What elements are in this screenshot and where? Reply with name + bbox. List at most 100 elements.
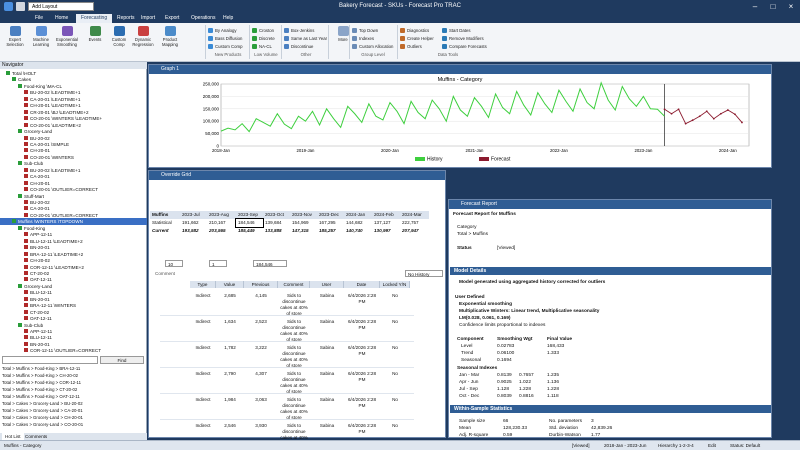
summary-cell[interactable]: 133,888 [265, 228, 282, 233]
tree-item[interactable]: BU-20-02 \LEADTIME+1 [0, 167, 147, 174]
other-method-0[interactable]: Box-Jenkins [284, 27, 314, 34]
value-input[interactable]: 184,546 [253, 260, 287, 267]
tree-item[interactable]: Sub-Club [0, 322, 147, 329]
hit-list-item[interactable]: Total > Cakes > Grocery-Land > CH-20-01 [2, 415, 83, 420]
history-select[interactable]: No History [405, 270, 443, 277]
override-row[interactable] [160, 395, 414, 420]
override-row[interactable] [160, 369, 414, 394]
tree-item[interactable]: APP-12-11 [0, 328, 147, 335]
tree-item[interactable]: CH-20-01 \LEADTIME+1 [0, 102, 147, 109]
percent-input[interactable]: 10 [165, 260, 183, 267]
hit-list-item[interactable]: Total > Muffins > Food-King > BRA-12-11 [2, 366, 81, 371]
summary-cell[interactable]: 193,582 [182, 228, 199, 233]
tree-item[interactable]: BN-20-01 [0, 244, 147, 251]
low-volume-0[interactable]: Croston [252, 27, 274, 34]
tree-item[interactable]: Grocery-Land [0, 128, 147, 135]
data-tool-0[interactable]: Diagnostics [400, 27, 429, 34]
tree-item[interactable]: Muffins \WINTERS \TOPDOWN [0, 218, 147, 226]
summary-cell[interactable]: 191,662 [182, 220, 199, 225]
summary-cell[interactable]: 147,315 [292, 228, 309, 233]
summary-cell[interactable]: 207,947 [402, 228, 419, 233]
tree-item[interactable]: CH-20-01 [0, 180, 147, 187]
tree-item[interactable]: CA-20-01 \SIMPLE [0, 141, 147, 148]
summary-cell[interactable]: 185,449 [238, 228, 255, 233]
summary-cell[interactable]: 222,757 [402, 220, 419, 225]
hit-list-item[interactable]: Total > Muffins > Food-King > CH-20-02 [2, 373, 78, 378]
tree-item[interactable]: BU-20-02 [0, 135, 147, 142]
summary-cell[interactable]: 137,127 [374, 220, 391, 225]
data-tool-4[interactable]: Remove Modifiers [442, 35, 484, 42]
tree-item[interactable]: OAT-12-11 [0, 276, 147, 283]
override-row[interactable] [160, 343, 414, 368]
layout-select[interactable]: Add Layout [28, 2, 94, 11]
ribbon-button-4[interactable]: Custom Comp [106, 26, 132, 50]
tree-item[interactable]: CO-20-01 \WINTERS [0, 154, 147, 161]
tree-item[interactable]: CA-20-01 \LEADTIME+1 [0, 96, 147, 103]
ribbon-button-3[interactable]: Events [82, 26, 108, 50]
find-input[interactable] [2, 356, 98, 364]
group-level-0[interactable]: Top Down [352, 27, 378, 34]
close-button[interactable]: × [788, 2, 794, 11]
tree-item[interactable]: COR-12-11 \LEADTIME+2 [0, 264, 147, 271]
hit-list-item[interactable]: Total > Cakes > Grocery-Land > CO-20-01 [2, 422, 84, 427]
hit-list-item[interactable]: Total > Cakes > Grocery-Land > CA-20-01 [2, 408, 83, 413]
tab-comments[interactable]: Comments [25, 434, 48, 439]
summary-cell[interactable]: 140,740 [346, 228, 363, 233]
tree-item[interactable]: Sub-Club [0, 160, 147, 167]
menu-file[interactable]: File [35, 15, 44, 21]
tree-item[interactable]: Total \HOLT [0, 70, 147, 77]
menu-home[interactable]: Home [55, 15, 69, 21]
tree-item[interactable]: CH-20-02 [0, 257, 147, 264]
override-row[interactable] [160, 317, 414, 342]
tree-item[interactable]: Stuff-Mart [0, 193, 147, 200]
tree-item[interactable]: BU-20-02 \LEADTIME+1 [0, 89, 147, 96]
summary-cell[interactable]: 154,969 [292, 220, 309, 225]
data-tool-3[interactable]: Start Dates [442, 27, 471, 34]
ribbon-button-0[interactable]: Expert Selection [2, 26, 28, 50]
tree-item[interactable]: BRA-12-11 \LEADTIME+2 [0, 251, 147, 258]
tree-item[interactable]: BLU-12-11 \LEADTIME+2 [0, 238, 147, 245]
other-method-2[interactable]: Discontinue [284, 43, 313, 50]
tree-item[interactable]: CR-20-01 \BJ \LEADTIME+2 [0, 109, 147, 116]
summary-cell[interactable]: 203,565 [209, 228, 226, 233]
tree-item[interactable]: BLU-12-11 [0, 289, 147, 296]
hit-list-item[interactable]: Total > Muffins > Food-King > CT-20-02 [2, 387, 78, 392]
tree-item[interactable]: CO-20-01 \WINTERS \LEADTIME+ [0, 115, 147, 122]
tree-item[interactable]: CH-20-01 [0, 147, 147, 154]
tree-item[interactable]: CO-20-01 \OUTLIER=CORRECT [0, 212, 147, 219]
ribbon-button-1[interactable]: Machine Learning [28, 26, 54, 50]
tree-item[interactable]: CO-20-01 \LEADTIME+2 [0, 122, 147, 129]
tree-item[interactable]: APP-12-11 [0, 231, 147, 238]
tree-item[interactable]: CA-20-01 [0, 205, 147, 212]
group-level-1[interactable]: Indexes [352, 35, 374, 42]
tree-item[interactable]: BN-20-01 [0, 341, 147, 348]
save-icon[interactable] [16, 2, 25, 11]
tree-item[interactable]: BN-20-01 [0, 296, 147, 303]
tree-item[interactable]: CO-20-01 \OUTLIER=CORRECT [0, 186, 147, 193]
summary-cell[interactable]: 167,295 [319, 220, 336, 225]
ribbon-button-5[interactable]: Dynamic Regression [130, 26, 156, 50]
group-level-2[interactable]: Custom Allocation [352, 43, 393, 50]
new-product-0[interactable]: By Analogy [208, 27, 237, 34]
data-tool-1[interactable]: Create Helper [400, 35, 434, 42]
ribbon-button-6[interactable]: Product Mapping [157, 26, 183, 50]
step-input[interactable]: 1 [209, 260, 227, 267]
tree-item[interactable]: BRA-12-11 \WINTERS [0, 302, 147, 309]
new-product-1[interactable]: Bass Diffusion [208, 35, 242, 42]
menu-export[interactable]: Export [165, 15, 180, 21]
tree-item[interactable]: Cakes [0, 76, 147, 83]
maximize-button[interactable]: □ [770, 2, 776, 11]
tree-item[interactable]: Food-King \MA-CL [0, 83, 147, 90]
tree-item[interactable]: BLU-12-11 [0, 334, 147, 341]
tree-item[interactable]: CT-20-02 [0, 309, 147, 316]
new-product-2[interactable]: Custom Comp [208, 43, 242, 50]
more-button[interactable]: More [330, 26, 356, 50]
summary-cell[interactable]: 144,682 [346, 220, 363, 225]
hit-list-item[interactable]: Total > Muffins > Food-King > OAT-12-11 [2, 394, 80, 399]
override-row[interactable] [160, 291, 414, 316]
menu-operations[interactable]: Operations [191, 15, 216, 21]
ribbon-button-2[interactable]: Exponential Smoothing [54, 26, 80, 50]
summary-cell[interactable]: 210,167 [209, 220, 226, 225]
data-tool-5[interactable]: Compare Forecasts [442, 43, 487, 50]
data-tool-2[interactable]: Outliers [400, 43, 422, 50]
